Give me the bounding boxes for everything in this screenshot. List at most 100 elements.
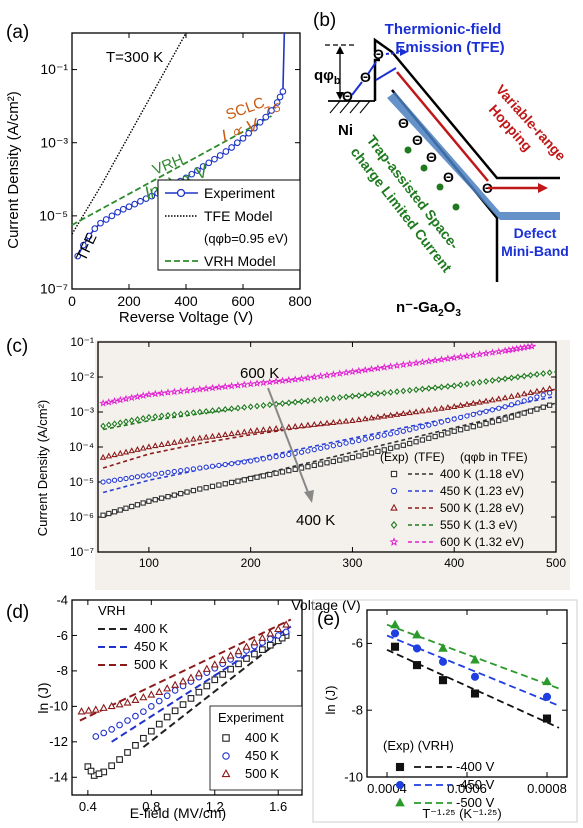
panel-d-data-point	[282, 620, 291, 628]
panel-c-data-point	[488, 348, 497, 356]
panel-d-data-point	[171, 680, 180, 688]
panel-c-xtick-label: 300	[342, 556, 362, 570]
panel-c-data-point	[368, 450, 375, 456]
panel-d-vrh-line	[142, 631, 292, 748]
panel-c-data-point	[164, 388, 172, 396]
panel-c-data-point	[228, 430, 235, 437]
panel-a-xtick-label: 400	[174, 293, 198, 309]
panel-e-data-point	[438, 657, 448, 666]
panel-c-data-point	[356, 453, 362, 459]
panel-e-legend-marker	[395, 780, 405, 790]
panel-c-data-point	[177, 437, 184, 444]
panel-a-exp-point	[222, 148, 230, 155]
panel-c-data-point	[451, 416, 457, 422]
panel-c-data-point	[171, 438, 178, 445]
panel-a-legend: Experiment TFE Model (qφb=0.95 eV) VRH M…	[157, 179, 301, 271]
panel-a-exp-point	[108, 212, 116, 220]
panel-e-axes: 0.0004 0.0006 0.0008-10-8-6	[344, 609, 568, 796]
panel-d-vrh-line	[79, 618, 292, 722]
panel-c-data-point	[100, 479, 106, 485]
panel-a-exp-point	[251, 124, 258, 132]
panel-c-data-point	[470, 399, 477, 406]
panel-c-data-point	[534, 370, 540, 378]
panel-c-data-point	[387, 431, 394, 437]
panel-c-data-point	[241, 459, 247, 465]
panel-a-exp-point	[211, 155, 218, 163]
panel-a-exp-point	[233, 139, 241, 147]
panel-c-xtick-label: 400	[444, 556, 464, 570]
panel-c-data-point	[140, 414, 146, 422]
panel-a-exp-point	[125, 203, 133, 211]
panel-c-ytick-label: 10⁻⁴	[69, 440, 94, 454]
panel-c-data-point	[305, 448, 311, 454]
panel-d-data-point	[115, 700, 124, 708]
panel-c-data-point	[470, 411, 476, 418]
panel-d-exp-legend: Experiment 400 K 450 K 500 K	[209, 705, 303, 791]
panel-e-data-point	[412, 644, 422, 653]
panel-d-data-point	[266, 641, 274, 649]
panel-c-data-point	[164, 440, 172, 446]
panel-c-data-point	[279, 452, 286, 459]
panel-a-exp-point	[137, 197, 144, 205]
panel-c-data-point	[324, 444, 330, 450]
panel-a-exp-point	[97, 219, 104, 227]
panel-a-exp-point	[131, 200, 139, 208]
panel-d-xtick-label: 1.2	[206, 799, 224, 814]
panel-c-data-point	[209, 432, 216, 439]
panel-c-data-point	[286, 451, 292, 458]
hopping-arrow	[396, 71, 548, 193]
panel-c-legend-header-tfe: (TFE)	[414, 450, 445, 464]
panel-c-data-point	[394, 444, 400, 450]
panel-c-data-point	[216, 406, 222, 414]
panel-c-data-point	[152, 471, 158, 477]
tfe-label-1: Thermionic-field	[385, 21, 502, 38]
panel-c-data-point	[305, 397, 311, 405]
panel-e-legend-label: -500 V	[456, 795, 495, 810]
panel-c-data-point	[406, 409, 413, 416]
panel-c-data-point	[476, 378, 483, 386]
panel-c-data-point	[216, 482, 222, 488]
panel-c-data-point	[311, 462, 317, 469]
barrier-q-phi: qφb	[314, 67, 341, 87]
panel-c-data-point	[305, 464, 311, 470]
panel-c-data-point	[323, 419, 331, 426]
panel-b: (b) qφb Ni Θ Θ Θ Θ Θ Θ Θ Θ	[313, 10, 569, 319]
tfe-arrows	[351, 48, 408, 96]
panel-d-exp-legend-label: 400 K	[245, 730, 279, 745]
panel-c-data-point	[438, 383, 445, 391]
panel-d-data-point	[95, 770, 103, 778]
panel-c-data-point	[437, 355, 446, 363]
panel-c-data-point	[393, 361, 401, 369]
panel-c-data-point	[184, 489, 190, 495]
panel-a-exp-point	[239, 134, 247, 142]
panel-c-data-point	[374, 413, 382, 420]
panel-d-ytick-label: -6	[56, 628, 68, 643]
panel-a-ylabel: Current Density (A/cm²)	[5, 91, 22, 249]
panel-c-data-point	[184, 409, 190, 417]
panel-c-data-point	[228, 460, 235, 467]
panel-c-data-point	[483, 408, 489, 414]
panel-d-data-point	[107, 701, 116, 710]
panel-a-exp-point	[256, 118, 264, 126]
panel-c-data-point	[221, 382, 230, 390]
panel-c-data-point	[235, 478, 241, 484]
panel-c-data-point	[241, 404, 248, 411]
metal-label: Ni	[338, 122, 353, 139]
panel-c-ytick-label: 10⁻⁶	[69, 510, 94, 524]
panel-c-data-point	[362, 451, 368, 458]
panel-c-data-point	[521, 410, 527, 416]
panel-c-data-point	[267, 455, 273, 461]
panel-c-data-point	[477, 422, 483, 428]
panel-d-data-point	[163, 713, 171, 721]
panel-d-vrh-legend-label: 500 K	[134, 657, 168, 672]
panel-c-data-point	[128, 447, 135, 454]
panel-c: (c) 100 200 300 400 50010⁻⁷10⁻⁶10⁻⁵10⁻⁴10⁻³1…	[6, 335, 570, 613]
panel-c-data-point	[502, 416, 508, 422]
panel-a-exp-point	[80, 241, 87, 249]
panel-c-data-point	[451, 382, 458, 390]
panel-c-data-point	[540, 392, 546, 398]
electron: Θ	[373, 46, 384, 62]
panel-c-data-point	[489, 377, 496, 384]
panel-c-data-point	[215, 431, 223, 438]
panel-d-data-point	[92, 733, 100, 740]
